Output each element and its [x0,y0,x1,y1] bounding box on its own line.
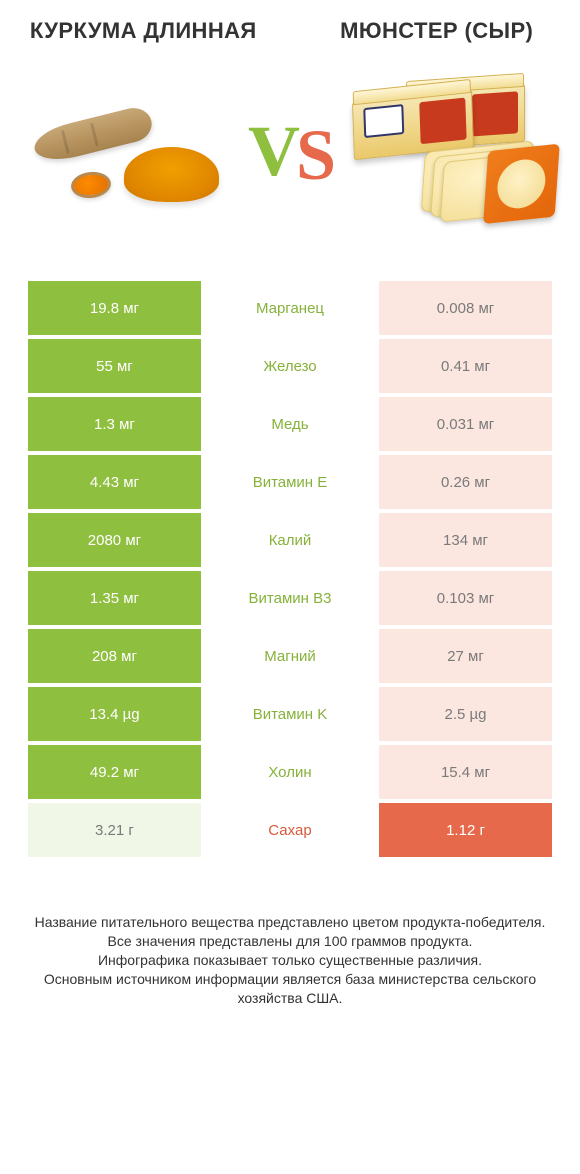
left-value: 3.21 г [28,803,201,857]
nutrient-name: Магний [201,629,379,683]
left-value: 13.4 µg [28,687,201,741]
footnote-line: Основным источником информации является … [28,970,552,1008]
footnote-line: Инфографика показывает только существенн… [28,951,552,970]
right-value: 0.26 мг [379,455,552,509]
left-value: 1.3 мг [28,397,201,451]
left-value: 55 мг [28,339,201,393]
right-value: 15.4 мг [379,745,552,799]
comparison-row: 2080 мгКалий134 мг [28,513,552,567]
nutrient-name: Холин [201,745,379,799]
comparison-row: 1.35 мгВитамин B30.103 мг [28,571,552,625]
comparison-row: 3.21 гСахар1.12 г [28,803,552,857]
comparison-row: 4.43 мгВитамин E0.26 мг [28,455,552,509]
titles-row: Куркума длинная Мюнстер (сыр) [28,18,552,43]
nutrient-name: Железо [201,339,379,393]
vs-s: S [296,114,332,197]
right-value: 0.41 мг [379,339,552,393]
right-product-image [353,88,552,218]
footnote-line: Название питательного вещества представл… [28,913,552,932]
right-value: 2.5 µg [379,687,552,741]
infographic-page: Куркума длинная Мюнстер (сыр) V S [0,0,580,1032]
left-value: 19.8 мг [28,281,201,335]
right-product-title: Мюнстер (сыр) [321,18,552,43]
turmeric-illustration [33,98,223,208]
cheese-illustration [353,88,552,218]
right-value: 0.103 мг [379,571,552,625]
comparison-row: 55 мгЖелезо0.41 мг [28,339,552,393]
right-value: 27 мг [379,629,552,683]
vs-v: V [248,110,296,193]
footnote: Название питательного вещества представл… [28,913,552,1007]
comparison-row: 208 мгМагний27 мг [28,629,552,683]
right-value: 1.12 г [379,803,552,857]
vs-label: V S [227,112,353,195]
nutrient-name: Медь [201,397,379,451]
right-value: 0.031 мг [379,397,552,451]
left-product-image [28,98,227,208]
nutrient-name: Витамин B3 [201,571,379,625]
right-value: 134 мг [379,513,552,567]
right-value: 0.008 мг [379,281,552,335]
comparison-row: 1.3 мгМедь0.031 мг [28,397,552,451]
comparison-row: 19.8 мгМарганец0.008 мг [28,281,552,335]
comparison-table: 19.8 мгМарганец0.008 мг55 мгЖелезо0.41 м… [28,281,552,857]
left-value: 49.2 мг [28,745,201,799]
nutrient-name: Витамин E [201,455,379,509]
left-value: 2080 мг [28,513,201,567]
nutrient-name: Сахар [201,803,379,857]
footnote-line: Все значения представлены для 100 граммо… [28,932,552,951]
left-product-title: Куркума длинная [28,18,259,43]
nutrient-name: Калий [201,513,379,567]
nutrient-name: Витамин K [201,687,379,741]
comparison-row: 13.4 µgВитамин K2.5 µg [28,687,552,741]
left-value: 208 мг [28,629,201,683]
left-value: 4.43 мг [28,455,201,509]
comparison-row: 49.2 мгХолин15.4 мг [28,745,552,799]
nutrient-name: Марганец [201,281,379,335]
hero-row: V S [28,53,552,253]
left-value: 1.35 мг [28,571,201,625]
